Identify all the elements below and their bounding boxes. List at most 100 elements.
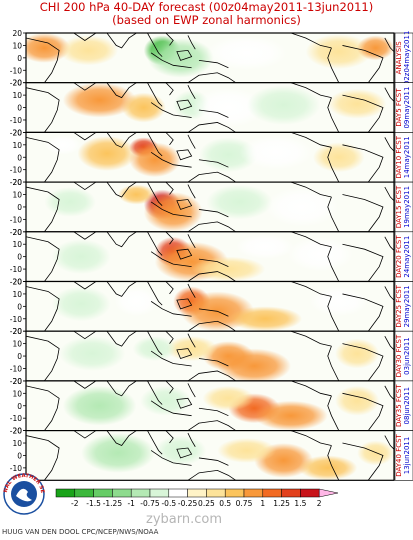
panel-label-box <box>394 430 413 481</box>
coastline <box>26 182 394 232</box>
colorbar-swatch <box>130 488 151 498</box>
colorbar-swatch <box>243 488 264 498</box>
y-tick-label: 10 <box>12 41 22 50</box>
y-tick-label: 20 <box>12 427 22 436</box>
panel-date: 08jun2011 <box>403 387 411 425</box>
y-tick-label: 10 <box>12 290 22 299</box>
y-tick-label: 20 <box>12 377 22 386</box>
panel-anomalies <box>26 33 394 83</box>
y-tick-label: 10 <box>12 240 22 249</box>
watermark-text: zybarn.com <box>146 512 222 527</box>
y-tick-label: 0 <box>17 104 22 113</box>
y-tick-label: 0 <box>17 253 22 262</box>
panel-date: 19may2011 <box>403 186 411 228</box>
panel-label: DAY35 FCST <box>395 384 403 427</box>
colorbar-tick-label: 1.5 <box>294 499 306 508</box>
y-tick-label: 10 <box>12 389 22 398</box>
panel-label: DAY5 FCST <box>395 88 403 127</box>
coastline <box>26 430 394 481</box>
y-tick-label: 10 <box>12 340 22 349</box>
y-tick-label: 0 <box>17 203 22 212</box>
y-tick-label: -20 <box>10 228 22 237</box>
y-tick-label: 0 <box>17 54 22 63</box>
anomaly-blob <box>62 82 137 118</box>
anomaly-blob <box>217 438 277 463</box>
y-tick-label: 0 <box>17 352 22 361</box>
panel-anomalies <box>26 182 394 232</box>
panel-date: 13jun2011 <box>403 437 411 475</box>
anomaly-blob <box>265 187 339 227</box>
colorbar-tick-label: -2 <box>71 499 79 508</box>
y-tick-label: 20 <box>12 79 22 88</box>
y-tick-label: 20 <box>12 128 22 137</box>
colorbar-tick-label: 1 <box>260 499 265 508</box>
colorbar-swatch <box>93 488 113 498</box>
y-tick-label: -10 <box>10 215 22 224</box>
colorbar-swatch <box>300 488 320 498</box>
y-tick-label: -20 <box>10 79 22 88</box>
colorbar-tick-label: 2 <box>317 499 322 508</box>
chart-title-line1: CHI 200 hPa 40-DAY forecast (00z04may201… <box>39 0 374 14</box>
y-tick-label: 20 <box>12 327 22 336</box>
colorbar-swatch <box>112 488 132 498</box>
anomaly-blob <box>140 385 192 416</box>
anomaly-blob <box>114 286 159 317</box>
anomaly-blob <box>357 35 394 61</box>
coastline <box>26 33 394 83</box>
chart-title-line2: (based on EWP zonal harmonics) <box>112 13 301 27</box>
coastline <box>26 231 394 282</box>
anomaly-blob <box>206 184 273 220</box>
anomaly-blob <box>313 142 365 173</box>
panel-label: ANALYSIS <box>395 41 403 75</box>
panel-date: 24may2011 <box>403 236 411 278</box>
anomaly-blob <box>335 385 380 416</box>
colorbar-swatch <box>318 488 339 498</box>
y-tick-label: -20 <box>10 327 22 336</box>
anomaly-blob <box>132 336 177 362</box>
anomaly-blob <box>62 385 137 426</box>
coastline <box>26 380 394 431</box>
anomaly-blob <box>44 187 96 217</box>
panel-label: DAY15 FCST <box>395 185 403 228</box>
panel-label: DAY20 FCST <box>395 235 403 278</box>
anomaly-blob <box>327 88 387 119</box>
panel-date: 14may2011 <box>403 136 411 178</box>
colorbar-tick-label: -1.5 <box>86 499 101 508</box>
colorbar-swatch <box>149 488 170 498</box>
anomaly-blob <box>239 134 314 170</box>
panel-date: 09may2011 <box>403 87 411 129</box>
anomaly-blob <box>77 136 137 171</box>
colorbar-tick-label: 1.25 <box>273 499 290 508</box>
colorbar-tick-label: -1.25 <box>103 499 123 508</box>
y-tick-label: 0 <box>17 153 22 162</box>
y-tick-label: 10 <box>12 191 22 200</box>
panel-anomalies <box>26 281 394 332</box>
y-tick-label: -10 <box>10 116 22 125</box>
anomaly-blob <box>129 142 181 178</box>
y-tick-label: -20 <box>10 377 22 386</box>
anomaly-blob <box>206 35 288 71</box>
anomaly-blob <box>298 455 358 481</box>
anomaly-blob <box>44 134 82 155</box>
colorbar-tick-label: -0.25 <box>178 499 198 508</box>
anomaly-blob <box>235 234 295 260</box>
anomaly-blob <box>191 256 266 282</box>
panel-label: DAY25 FCST <box>395 284 403 327</box>
y-tick-label: 20 <box>12 29 22 38</box>
credit-text: HUUG VAN DEN DOOL CPC/NCEP/NWS/NOAA <box>2 528 159 536</box>
y-tick-label: -20 <box>10 128 22 137</box>
y-tick-label: 10 <box>12 91 22 100</box>
anomaly-blob <box>228 306 302 332</box>
panel-anomalies <box>26 331 394 381</box>
colorbar-swatch <box>168 488 188 498</box>
anomaly-blob <box>246 85 321 125</box>
y-tick-label: -10 <box>10 464 22 473</box>
colorbar-swatch <box>55 488 76 498</box>
anomaly-blob <box>305 34 372 70</box>
colorbar-tick-label: -0.75 <box>140 499 160 508</box>
colorbar-tick-label: 0.75 <box>236 499 253 508</box>
y-tick-label: 20 <box>12 178 22 187</box>
nws-logo-swirl <box>16 488 32 502</box>
anomaly-blob <box>154 435 207 466</box>
